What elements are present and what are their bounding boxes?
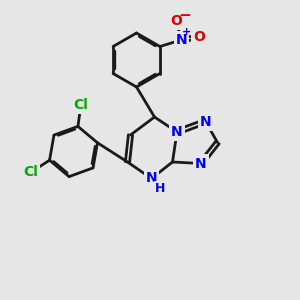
Text: N: N xyxy=(200,115,211,128)
Text: O: O xyxy=(194,30,206,44)
Text: Cl: Cl xyxy=(23,165,38,179)
Text: N: N xyxy=(195,157,207,170)
Text: H: H xyxy=(155,182,166,196)
Text: N: N xyxy=(146,172,157,185)
Text: +: + xyxy=(182,27,191,38)
Text: N: N xyxy=(176,33,187,47)
Text: N: N xyxy=(171,125,183,139)
Text: O: O xyxy=(170,14,182,28)
Text: Cl: Cl xyxy=(74,98,88,112)
Text: −: − xyxy=(178,8,191,23)
